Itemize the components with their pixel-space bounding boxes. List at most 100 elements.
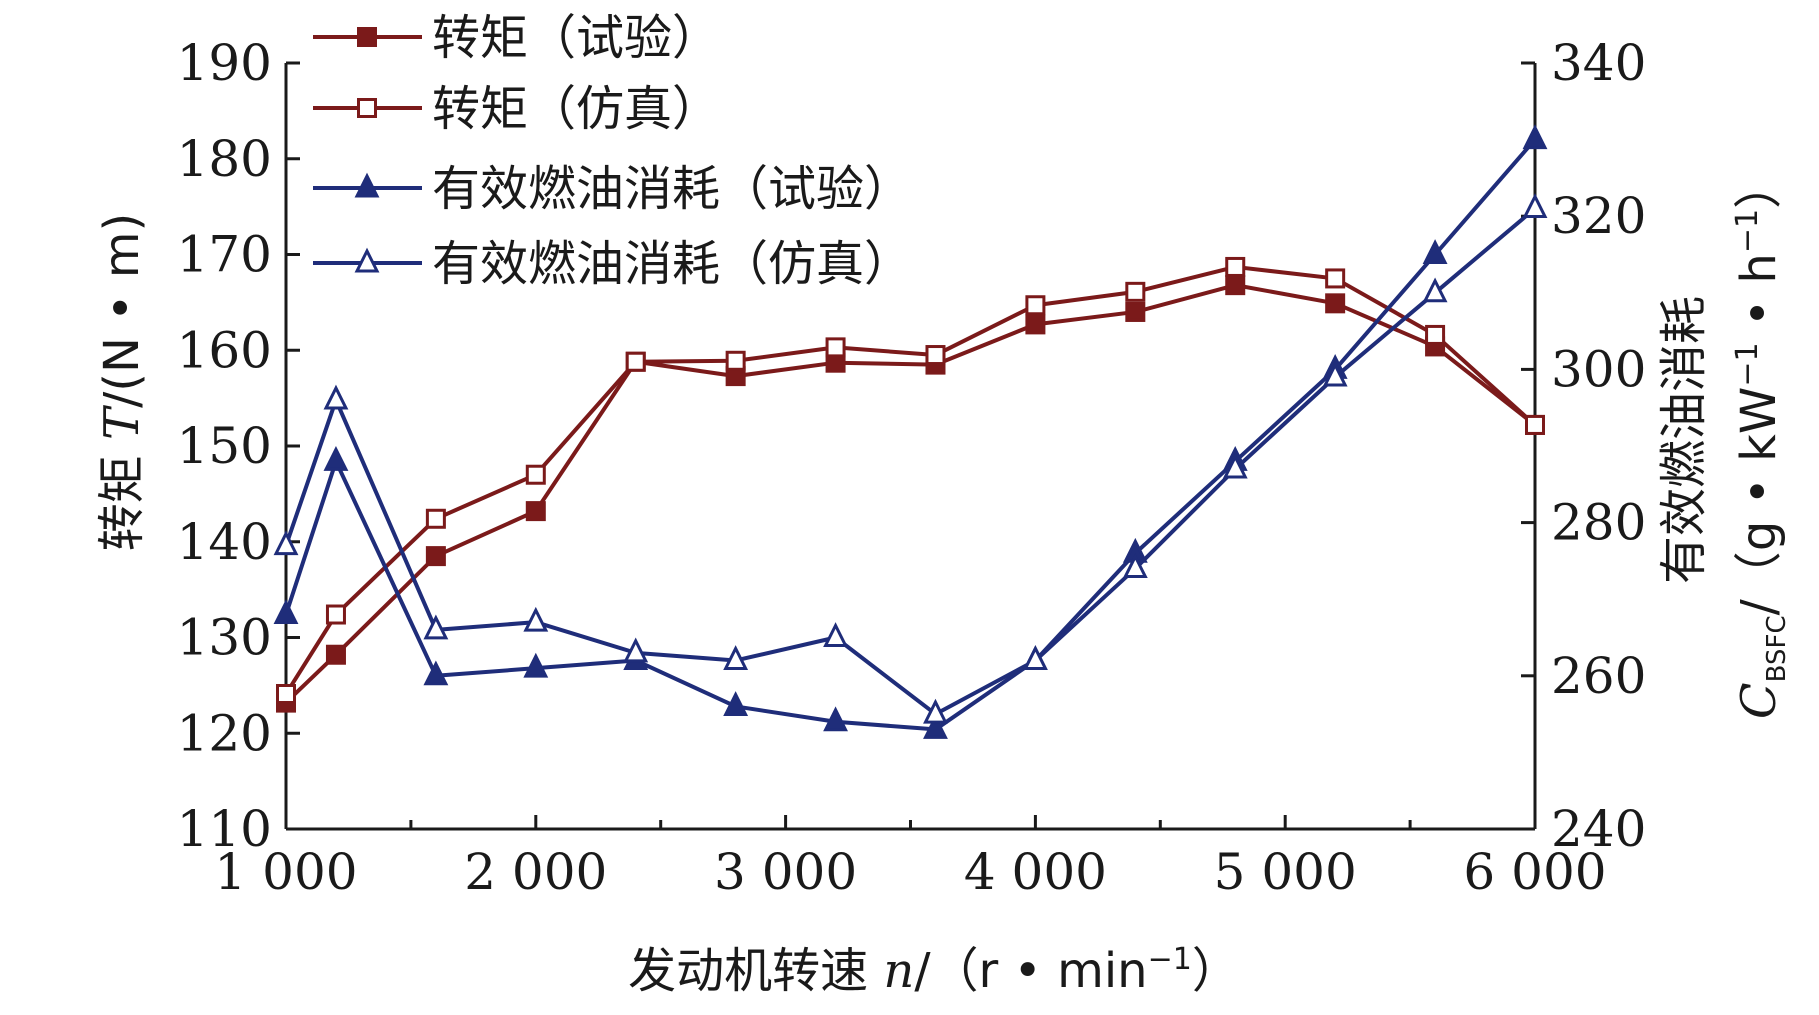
right-axis-title-close: ） [1731, 161, 1787, 209]
data-point [1125, 281, 1146, 302]
data-point [625, 351, 646, 372]
data-point [1025, 314, 1046, 335]
left-y-tick-label: 140 [177, 513, 272, 571]
data-point [723, 645, 749, 670]
x-tick-label: 1 000 [214, 843, 357, 901]
data-point [1225, 256, 1246, 277]
left-y-tick-label: 150 [177, 417, 272, 475]
data-point [323, 445, 349, 471]
data-point [1525, 414, 1545, 435]
x-axis-title: 发动机转速 n/（r • min−1） [628, 942, 1240, 999]
left-axis-title-prefix: 转矩 [94, 440, 150, 551]
data-point [325, 604, 346, 625]
legend: 转矩（试验） 转矩（仿真） 有效燃油消耗（试验） 有效燃油消耗（仿真） [313, 10, 912, 292]
data-point [623, 637, 649, 663]
data-point [1325, 268, 1346, 289]
data-point [1222, 453, 1248, 479]
data-point [1422, 239, 1448, 264]
x-tick-label: 5 000 [1214, 843, 1357, 901]
right-y-tick-label: 240 [1551, 800, 1646, 858]
series-4 [273, 193, 1548, 724]
series-line [284, 207, 1537, 717]
data-point [423, 614, 449, 640]
data-point [273, 530, 299, 556]
legend-label: 有效燃油消耗（仿真） [432, 236, 912, 292]
left-y-tick-label: 190 [177, 34, 272, 92]
legend-label: 有效燃油消耗（试验） [432, 161, 912, 217]
data-point [1325, 293, 1346, 314]
data-point [525, 501, 546, 522]
right-y-tick-label: 260 [1551, 647, 1646, 705]
data-point [325, 644, 346, 665]
data-point [425, 546, 446, 567]
data-point [825, 337, 846, 358]
data-point [1025, 295, 1046, 316]
series-line [284, 283, 1537, 705]
series-2 [276, 256, 1545, 704]
right-axis-title-sup1: −1 [1730, 342, 1765, 386]
data-point [357, 27, 377, 47]
x-tick-label: 6 000 [1463, 843, 1606, 901]
data-point [1522, 124, 1548, 150]
x-axis-title-sup: −1 [1148, 942, 1192, 977]
data-point [1322, 361, 1348, 387]
x-axis-title-var: n [883, 943, 914, 999]
left-axis-title-var: T [94, 405, 150, 440]
data-point [923, 714, 948, 739]
data-point [354, 247, 380, 273]
data-point [823, 706, 848, 732]
data-point [925, 345, 946, 366]
data-point [1422, 277, 1448, 303]
left-axis-title: 转矩 T/(N • m) [94, 213, 150, 551]
data-point [354, 172, 380, 198]
series-1 [276, 275, 1545, 713]
x-axis-title-prefix: 发动机转速 [628, 943, 883, 999]
right-axis-title-line2: CBSFC/（g • kW−1 • h−1） [1730, 161, 1792, 719]
data-point [1425, 324, 1446, 345]
right-axis-title-sub: BSFC [1762, 615, 1792, 682]
x-axis-title-close: ） [1192, 943, 1240, 999]
series-layer [273, 124, 1548, 739]
x-tick-label: 3 000 [714, 843, 857, 901]
data-point [823, 622, 848, 647]
left-y-tick-label: 180 [177, 130, 272, 188]
right-y-tick-label: 340 [1551, 34, 1646, 92]
legend-item: 转矩（试验） [313, 10, 720, 66]
x-tick-label: 2 000 [464, 843, 607, 901]
left-axis-title-unit: /(N • m) [94, 213, 150, 408]
legend-item: 有效燃油消耗（仿真） [313, 236, 912, 292]
data-point [923, 698, 948, 724]
data-point [1125, 301, 1146, 322]
data-point [525, 464, 546, 485]
right-y-tick-label: 300 [1551, 340, 1646, 398]
data-point [725, 350, 746, 371]
left-y-tick-label: 130 [177, 609, 272, 667]
data-point [357, 98, 377, 118]
right-y-tick-label: 280 [1551, 494, 1646, 552]
left-y-tick-label: 110 [177, 800, 272, 858]
series-line [284, 264, 1537, 696]
data-point [1122, 553, 1148, 579]
data-point [523, 606, 549, 632]
legend-item: 有效燃油消耗（试验） [313, 161, 912, 217]
series-line [284, 138, 1537, 732]
right-y-tick-label: 320 [1551, 187, 1646, 245]
left-y-tick-label: 120 [177, 704, 272, 762]
data-point [723, 691, 749, 716]
data-point [1225, 275, 1246, 296]
data-point [1522, 193, 1548, 219]
right-axis-title-mid: • h [1731, 253, 1787, 342]
x-axis-title-unit: /（r • min [914, 943, 1147, 999]
data-point [523, 652, 549, 678]
data-point [423, 660, 449, 686]
left-y-tick-label: 160 [177, 321, 272, 379]
legend-item: 转矩（仿真） [313, 81, 720, 137]
x-tick-label: 4 000 [964, 843, 1107, 901]
data-point [1022, 645, 1048, 670]
data-point [425, 508, 446, 529]
data-point [323, 384, 349, 410]
right-axis-title-unit: /（g • kW [1731, 387, 1787, 616]
legend-label: 转矩（仿真） [432, 81, 720, 137]
data-point [276, 683, 296, 704]
